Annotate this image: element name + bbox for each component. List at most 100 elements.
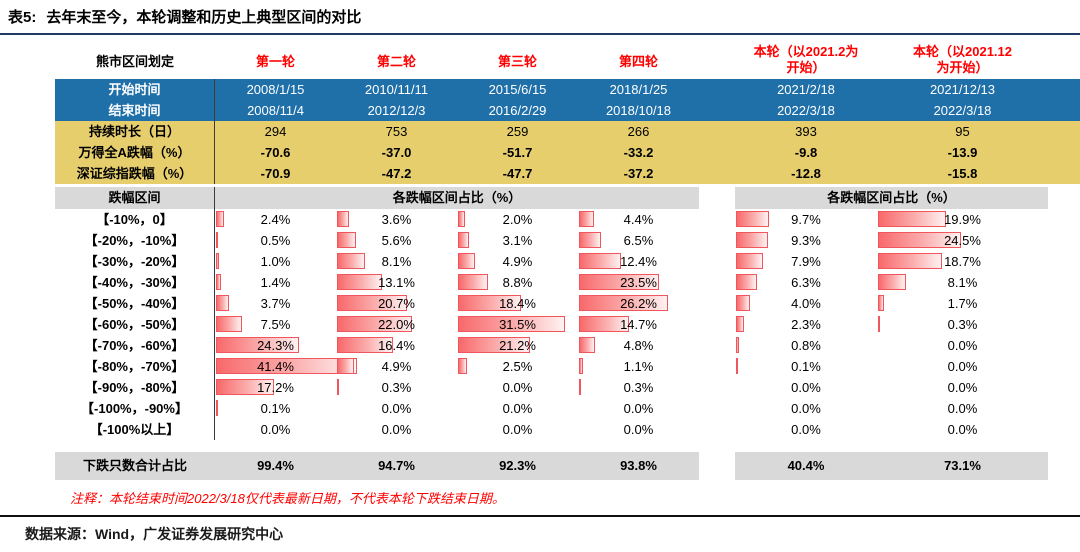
info-cell: -37.0 <box>381 145 412 160</box>
bar-cell: 20.7% <box>336 293 457 314</box>
share-header-left: 各跌幅区间占比（%） <box>215 187 699 209</box>
block-gap <box>699 142 735 163</box>
bar-cell: 14.7% <box>578 314 699 335</box>
data-bar <box>458 295 521 311</box>
table-row: 【-70%，-60%】 24.3% 16.4% 21.2% 4.8% 0.8% 0.0% <box>55 335 1080 356</box>
bar-cell: 0.0% <box>877 398 1048 419</box>
table-row: 【-60%，-50%】 7.5% 22.0% 31.5% 14.7% 2.3% 0.3% <box>55 314 1080 335</box>
bar-cell: 0.0% <box>735 377 877 398</box>
column-header-row: 熊市区间划定 第一轮 第二轮 第三轮 第四轮 本轮（以2021.2为 开始） 本轮（以202… <box>55 41 1080 79</box>
info-cell: -15.8 <box>947 166 978 181</box>
column-header-current-2: 本轮（以2021.12 为开始） <box>913 44 1012 75</box>
bar-value: 19.9% <box>944 212 981 227</box>
bar-value: 24.5% <box>944 233 981 248</box>
block-gap <box>699 419 735 440</box>
bar-cell: 8.1% <box>877 272 1048 293</box>
bar-cell: 0.0% <box>457 377 578 398</box>
bar-cell: 0.0% <box>877 335 1048 356</box>
bar-value: 3.7% <box>260 296 291 311</box>
bar-cell: 2.4% <box>215 209 336 230</box>
bar-cell: 0.0% <box>877 377 1048 398</box>
data-bar <box>458 232 469 248</box>
bar-cell: 0.3% <box>336 377 457 398</box>
bar-value: 23.5% <box>620 275 657 290</box>
total-value: 40.4% <box>735 452 877 480</box>
footnote: 注释：本轮结束时间2022/3/18仅代表最新日期，不代表本轮下跌结束日期。 <box>70 491 505 506</box>
data-bar <box>579 232 601 248</box>
data-bar <box>736 211 769 227</box>
data-bar <box>216 295 229 311</box>
info-cell: 2022/3/18 <box>777 103 835 118</box>
bar-cell: 9.3% <box>735 230 877 251</box>
bar-value: 18.7% <box>944 254 981 269</box>
data-bar <box>458 211 465 227</box>
table-row: 【-100%以上】 0.0% 0.0% 0.0% 0.0% 0.0% 0.0% <box>55 419 1080 440</box>
data-bar <box>337 211 349 227</box>
block-gap <box>699 163 735 184</box>
data-bar <box>579 253 621 269</box>
bar-cell: 23.5% <box>578 272 699 293</box>
bar-cell: 5.6% <box>336 230 457 251</box>
bar-value: 0.0% <box>947 380 978 395</box>
info-cell: 2012/12/3 <box>367 103 426 118</box>
bar-value: 0.3% <box>381 380 412 395</box>
total-value: 99.4% <box>215 452 336 480</box>
info-cell: -13.9 <box>947 145 978 160</box>
data-bar <box>337 337 393 353</box>
data-bar <box>337 253 365 269</box>
bar-cell: 13.1% <box>336 272 457 293</box>
block-gap <box>699 251 735 272</box>
table-row: 深证综指跌幅（%） -70.9 -47.2 -47.7 -37.2 -12.8 -15.8 <box>55 163 1080 184</box>
data-bar <box>878 211 946 227</box>
table-row: 【-80%，-70%】 41.4% 4.9% 2.5% 1.1% 0.1% 0.0% <box>55 356 1080 377</box>
bar-cell: 19.9% <box>877 209 1048 230</box>
data-bar <box>736 316 744 332</box>
bear-market-period-label: 熊市区间划定 <box>95 53 174 69</box>
bar-cell: 0.1% <box>735 356 877 377</box>
data-bar <box>579 358 583 374</box>
data-bar <box>579 379 581 395</box>
bar-value: 1.7% <box>947 296 978 311</box>
data-bar <box>337 295 407 311</box>
info-cell: 294 <box>264 124 287 139</box>
info-cell: 2008/11/4 <box>247 103 304 118</box>
decline-range-label: 【-30%，-20%】 <box>55 251 215 272</box>
info-cell: -47.7 <box>502 166 533 181</box>
bar-value: 0.0% <box>502 380 533 395</box>
bar-cell: 4.9% <box>457 251 578 272</box>
bar-cell: 0.0% <box>215 419 336 440</box>
bar-cell: 4.4% <box>578 209 699 230</box>
bar-cell: 9.7% <box>735 209 877 230</box>
data-bar <box>337 274 382 290</box>
data-bar <box>736 274 757 290</box>
bar-cell: 21.2% <box>457 335 578 356</box>
bar-value: 8.1% <box>381 254 412 269</box>
bar-value: 0.0% <box>791 401 821 416</box>
info-cell: 2022/3/18 <box>933 103 992 118</box>
bar-cell: 4.8% <box>578 335 699 356</box>
bar-cell: 1.0% <box>215 251 336 272</box>
bar-value: 17.2% <box>257 380 294 395</box>
data-bar <box>458 253 475 269</box>
bar-value: 0.0% <box>623 422 654 437</box>
bar-cell: 26.2% <box>578 293 699 314</box>
bar-value: 1.4% <box>260 275 291 290</box>
bar-value: 0.0% <box>947 401 978 416</box>
bar-cell: 2.5% <box>457 356 578 377</box>
total-row-label: 下跌只数合计占比 <box>55 452 215 480</box>
bar-cell: 1.7% <box>877 293 1048 314</box>
column-header-round-1: 第一轮 <box>255 53 295 69</box>
bar-value: 0.1% <box>791 359 821 374</box>
info-cell: 2016/2/29 <box>488 103 547 118</box>
data-bar <box>878 295 884 311</box>
table-row: 持续时长（日） 294 753 259 266 393 95 <box>55 121 1080 142</box>
bar-value: 14.7% <box>620 317 657 332</box>
row-label: 持续时长（日） <box>55 121 215 142</box>
bar-value: 8.8% <box>502 275 533 290</box>
info-cell: 2021/12/13 <box>929 82 996 97</box>
info-cell: 2018/1/25 <box>609 82 668 97</box>
bar-cell: 4.0% <box>735 293 877 314</box>
table-row: 万得全A跌幅（%） -70.6 -37.0 -51.7 -33.2 -9.8 -13.9 <box>55 142 1080 163</box>
data-bar <box>579 316 629 332</box>
info-cell: 259 <box>506 124 529 139</box>
